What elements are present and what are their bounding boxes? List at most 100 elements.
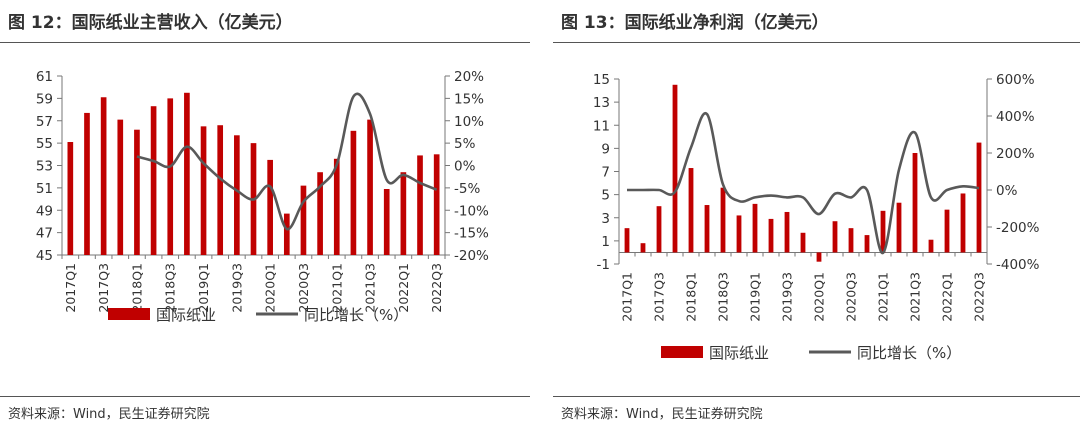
bar xyxy=(912,153,918,253)
bar xyxy=(944,209,950,253)
bar xyxy=(150,106,157,255)
x-tick-label: 2020Q1 xyxy=(263,263,278,313)
legend-label: 国际纸业 xyxy=(709,344,769,362)
x-tick-label: 2021Q1 xyxy=(876,272,891,322)
y-tick-label: 47 xyxy=(36,226,53,242)
footer-divider xyxy=(0,396,530,397)
title-divider xyxy=(553,42,1080,43)
x-tick-label: 2022Q3 xyxy=(972,272,987,322)
title-divider xyxy=(0,42,530,43)
x-tick-label: 2018Q3 xyxy=(716,272,731,322)
y2-tick-label: 20% xyxy=(454,69,484,85)
bar xyxy=(433,154,440,255)
bar xyxy=(100,97,107,255)
bar xyxy=(656,206,662,253)
legend-bar-swatch xyxy=(108,308,150,320)
bar xyxy=(816,252,822,262)
bar xyxy=(848,228,854,253)
x-tick-label: 2019Q3 xyxy=(229,263,244,313)
y2-tick-label: 600% xyxy=(996,72,1035,88)
bar xyxy=(383,188,390,255)
source-note: 资料来源：Wind，民生证券研究院 xyxy=(561,407,763,422)
chart-panel-net-profit: 图 13：国际纸业净利润（亿美元） -1 1 3 5 7 9 11 13 15 -400% -200… xyxy=(553,0,1080,428)
y2-tick-label: 200% xyxy=(996,146,1035,162)
y-tick-label: 3 xyxy=(601,211,610,227)
y-tick-label: 9 xyxy=(601,141,610,157)
x-tick-label: 2022Q1 xyxy=(940,272,955,322)
y-tick-label: 45 xyxy=(36,248,53,264)
x-tick-label: 2022Q1 xyxy=(396,263,411,313)
bar xyxy=(672,84,678,253)
bar xyxy=(624,228,630,253)
y2-tick-label: -15% xyxy=(454,226,489,242)
chart-panel-revenue: 图 12：国际纸业主营收入（亿美元） 45 47 49 51 53 55 57 59 61 -20… xyxy=(0,0,530,428)
footer-divider xyxy=(553,396,1080,397)
bar xyxy=(134,129,140,255)
y2-tick-label: 15% xyxy=(454,91,484,107)
x-tick-label: 2022Q3 xyxy=(429,263,444,313)
bar xyxy=(167,98,174,255)
bar xyxy=(752,203,758,253)
bar xyxy=(640,243,646,253)
x-tick-label: 2018Q1 xyxy=(129,263,144,313)
legend-bar-swatch xyxy=(661,346,703,358)
source-note: 资料来源：Wind，民生证券研究院 xyxy=(8,407,210,422)
x-tick-label: 2021Q3 xyxy=(908,272,923,322)
y2-tick-label: 0% xyxy=(454,159,476,175)
x-tick-label: 2018Q1 xyxy=(684,272,699,322)
x-tick-label: 2021Q3 xyxy=(363,263,378,313)
y2-tick-label: -10% xyxy=(454,203,489,219)
bar xyxy=(267,159,273,255)
bar xyxy=(880,210,886,253)
chart-title: 图 13：国际纸业净利润（亿美元） xyxy=(561,13,829,33)
x-tick-label: 2020Q3 xyxy=(296,263,311,313)
y-tick-label: 15 xyxy=(593,72,610,88)
y2-tick-label: -20% xyxy=(454,248,489,264)
y-tick-label: 5 xyxy=(601,188,610,204)
bar xyxy=(217,125,224,255)
bar xyxy=(720,187,726,253)
y-tick-label: 61 xyxy=(36,69,53,85)
bar xyxy=(234,135,240,255)
bar xyxy=(184,92,190,255)
y-tick-label: 51 xyxy=(36,181,53,197)
x-tick-label: 2020Q3 xyxy=(844,272,859,322)
bar xyxy=(400,172,407,255)
y2-tick-label: 10% xyxy=(454,114,484,130)
x-tick-label: 2017Q3 xyxy=(96,263,111,313)
y-tick-label: 13 xyxy=(593,95,610,111)
bar xyxy=(283,213,290,255)
x-tick-label: 2017Q3 xyxy=(652,272,667,322)
x-tick-label: 2019Q3 xyxy=(780,272,795,322)
y-tick-label: 53 xyxy=(36,159,53,175)
y2-tick-label: 400% xyxy=(996,109,1035,125)
y-tick-label: 7 xyxy=(601,165,610,181)
bar xyxy=(896,202,902,253)
yoy-growth-line xyxy=(136,92,438,231)
bar xyxy=(333,158,340,255)
x-tick-label: 2021Q1 xyxy=(329,263,344,313)
bar xyxy=(928,239,934,253)
bar xyxy=(317,172,323,255)
y2-tick-label: 0% xyxy=(996,183,1018,199)
y-tick-label: 11 xyxy=(593,118,610,134)
y-tick-label: 57 xyxy=(36,114,53,130)
yoy-growth-line xyxy=(627,111,980,255)
x-tick-label: 2020Q1 xyxy=(812,272,827,322)
bar xyxy=(736,215,742,253)
revenue-chart: 45 47 49 51 53 55 57 59 61 -20% -15% -10% -5% 0% 5% 10%… xyxy=(36,69,489,324)
bar xyxy=(117,119,124,255)
y2-tick-label: -5% xyxy=(454,181,480,197)
y-tick-label: 49 xyxy=(36,203,53,219)
bar xyxy=(960,193,966,253)
y2-tick-label: -200% xyxy=(996,220,1040,236)
bar xyxy=(367,119,373,255)
x-tick-label: 2017Q1 xyxy=(620,272,635,322)
bar xyxy=(800,232,806,253)
y-tick-label: 1 xyxy=(601,234,610,250)
bar xyxy=(832,221,838,253)
x-tick-label: 2019Q1 xyxy=(748,272,763,322)
bar xyxy=(84,112,90,255)
y-tick-label: -1 xyxy=(597,257,610,273)
bar xyxy=(350,130,357,255)
